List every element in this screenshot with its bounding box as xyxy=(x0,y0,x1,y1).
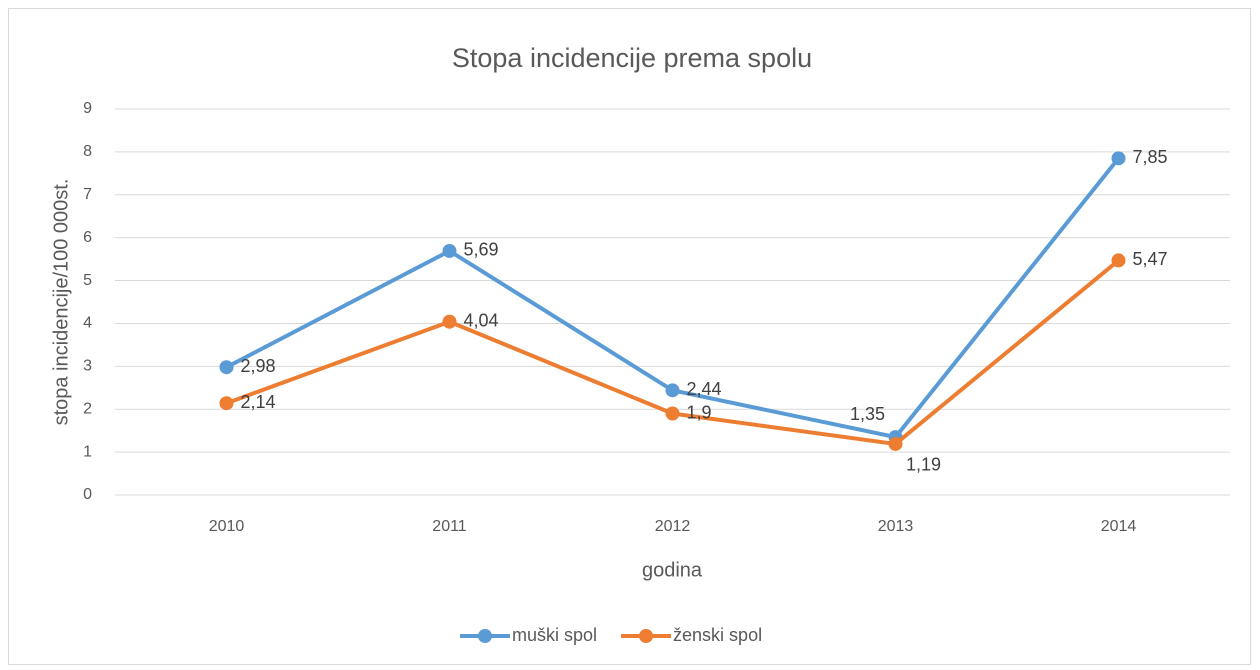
data-point xyxy=(1111,253,1126,268)
data-label: 2,98 xyxy=(241,356,276,376)
data-point xyxy=(219,360,234,375)
y-tick-label: 6 xyxy=(83,229,92,246)
y-tick-label: 4 xyxy=(83,315,92,332)
legend-label: ženski spol xyxy=(673,625,762,645)
chart-border xyxy=(8,8,1251,665)
data-label: 1,19 xyxy=(906,455,941,475)
y-tick-label: 1 xyxy=(83,443,92,460)
data-label: 1,9 xyxy=(687,402,712,422)
data-label: 2,44 xyxy=(687,379,722,399)
x-tick-label: 2014 xyxy=(1101,518,1137,535)
data-label: 7,85 xyxy=(1133,147,1168,167)
data-point xyxy=(665,406,680,421)
data-label: 2,14 xyxy=(241,392,276,412)
y-tick-label: 9 xyxy=(83,100,92,117)
y-tick-label: 5 xyxy=(83,272,92,289)
y-tick-label: 3 xyxy=(83,358,92,375)
data-label: 1,35 xyxy=(850,404,885,424)
data-point xyxy=(665,383,680,398)
data-label: 5,69 xyxy=(464,240,499,260)
data-point xyxy=(442,314,457,329)
y-tick-label: 8 xyxy=(83,143,92,160)
data-point xyxy=(219,396,234,411)
legend-marker xyxy=(639,629,654,643)
data-point xyxy=(1111,151,1126,166)
x-tick-label: 2012 xyxy=(655,518,691,535)
y-axis-label: stopa incidencije/100 000st. xyxy=(50,179,72,426)
legend-marker xyxy=(478,629,492,643)
y-tick-label: 2 xyxy=(83,400,92,417)
legend-label: muški spol xyxy=(512,625,597,645)
x-axis-label: godina xyxy=(642,559,703,581)
y-tick-label: 7 xyxy=(83,186,92,203)
data-label: 4,04 xyxy=(464,310,499,330)
data-point xyxy=(442,243,457,258)
data-point xyxy=(888,436,903,451)
x-tick-label: 2010 xyxy=(209,518,245,535)
x-tick-label: 2013 xyxy=(878,518,914,535)
y-tick-label: 0 xyxy=(83,486,92,503)
data-label: 5,47 xyxy=(1133,249,1168,269)
chart-title: Stopa incidencije prema spolu xyxy=(452,43,812,73)
x-tick-label: 2011 xyxy=(432,518,467,535)
